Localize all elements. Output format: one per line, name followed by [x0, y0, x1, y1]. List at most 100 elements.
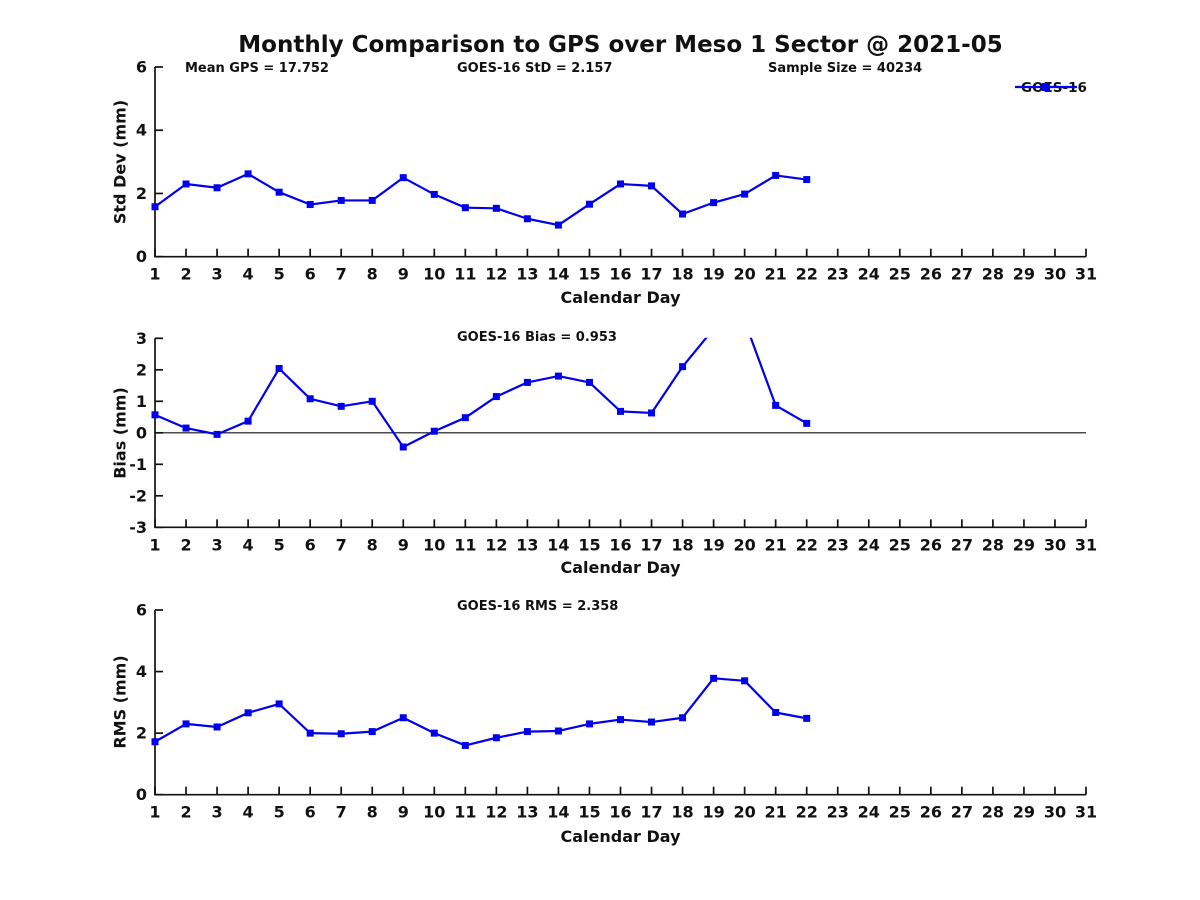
- data-point-marker: [213, 430, 221, 438]
- data-point-marker: [648, 718, 656, 726]
- x-tick-label: 31: [1075, 535, 1097, 554]
- y-tick-label: 6: [136, 58, 147, 77]
- data-point-marker: [523, 728, 531, 736]
- x-tick-label: 15: [578, 535, 600, 554]
- y-axis-label-bias: Bias (mm): [110, 387, 130, 479]
- annotation-goes16-rms: GOES-16 RMS = 2.358: [457, 599, 619, 614]
- x-tick-label: 10: [423, 535, 445, 554]
- x-tick-label: 10: [423, 803, 445, 822]
- data-point-marker: [617, 180, 624, 188]
- x-tick-label: 23: [827, 535, 849, 554]
- data-point-marker: [554, 372, 562, 380]
- y-tick-label: 0: [136, 785, 147, 804]
- data-point-marker: [523, 378, 531, 386]
- data-point-marker: [337, 196, 345, 204]
- x-tick-label: 15: [578, 803, 600, 822]
- x-tick-label: 18: [671, 265, 693, 284]
- x-tick-label: 5: [274, 803, 285, 822]
- data-point-marker: [275, 188, 283, 196]
- x-tick-label: 20: [734, 803, 756, 822]
- x-tick-label: 18: [671, 535, 693, 554]
- x-axis-label-std-dev: Calendar Day: [560, 288, 681, 307]
- data-point-marker: [244, 417, 252, 425]
- data-point-marker: [213, 184, 221, 192]
- y-axis-label-rms: RMS (mm): [110, 655, 130, 749]
- x-tick-label: 21: [765, 535, 787, 554]
- x-tick-label: 2: [180, 265, 191, 284]
- data-point-marker: [275, 700, 283, 708]
- x-tick-label: 19: [702, 535, 724, 554]
- data-point-marker: [803, 419, 811, 427]
- y-tick-label: 2: [136, 360, 147, 379]
- x-tick-label: 23: [827, 265, 849, 284]
- x-tick-label: 11: [454, 265, 476, 284]
- x-tick-label: 25: [889, 535, 911, 554]
- y-tick-label: 0: [136, 423, 147, 442]
- legend: GOES-16: [1014, 80, 1087, 96]
- chart-title: Monthly Comparison to GPS over Meso 1 Se…: [238, 32, 1003, 58]
- annotation-sample-size: Sample Size = 40234: [768, 61, 923, 76]
- data-point-marker: [741, 677, 749, 685]
- x-tick-label: 13: [516, 535, 538, 554]
- x-tick-label: 4: [243, 535, 254, 554]
- data-point-marker: [679, 363, 687, 371]
- y-tick-label: 4: [136, 662, 147, 681]
- data-point-marker: [523, 215, 531, 223]
- x-tick-label: 30: [1044, 803, 1066, 822]
- x-tick-label: 19: [702, 803, 724, 822]
- x-tick-label: 24: [858, 803, 880, 822]
- x-tick-label: 28: [982, 535, 1004, 554]
- x-tick-label: 17: [640, 265, 662, 284]
- x-tick-label: 22: [796, 803, 818, 822]
- x-tick-label: 9: [398, 803, 409, 822]
- x-tick-label: 12: [485, 803, 507, 822]
- data-point-marker: [182, 180, 190, 188]
- data-point-marker: [151, 203, 159, 211]
- x-tick-label: 3: [211, 535, 222, 554]
- y-tick-label: 4: [136, 121, 147, 140]
- data-point-marker: [368, 397, 376, 405]
- data-point-marker: [648, 409, 656, 417]
- data-point-marker: [275, 365, 283, 373]
- x-tick-label: 22: [796, 535, 818, 554]
- x-tick-label: 27: [951, 803, 973, 822]
- x-tick-label: 7: [336, 535, 347, 554]
- x-tick-label: 26: [920, 535, 942, 554]
- x-tick-label: 29: [1013, 535, 1035, 554]
- legend-line-sample: [1015, 83, 1077, 91]
- y-tick-label: 2: [136, 724, 147, 743]
- x-tick-label: 20: [734, 535, 756, 554]
- data-point-marker: [368, 196, 376, 204]
- x-tick-label: 7: [336, 265, 347, 284]
- y-axis-label-std-dev: Std Dev (mm): [110, 99, 130, 225]
- data-point-marker: [679, 210, 687, 218]
- x-tick-label: 7: [336, 803, 347, 822]
- data-point-marker: [772, 401, 780, 409]
- data-point-marker: [182, 424, 190, 432]
- data-point-marker: [648, 182, 656, 190]
- x-tick-label: 24: [858, 265, 880, 284]
- x-tick-label: 9: [398, 535, 409, 554]
- x-tick-label: 8: [367, 265, 378, 284]
- x-tick-label: 5: [274, 265, 285, 284]
- data-point-marker: [399, 714, 407, 722]
- data-line-goes-16: [154, 677, 807, 747]
- x-tick-label: 26: [920, 803, 942, 822]
- data-point-marker: [803, 176, 811, 184]
- y-tick-label: 6: [136, 601, 147, 620]
- data-point-marker: [461, 204, 469, 212]
- data-point-marker: [306, 201, 314, 209]
- x-tick-label: 19: [702, 265, 724, 284]
- data-point-marker: [182, 720, 190, 728]
- x-tick-label: 29: [1013, 803, 1035, 822]
- x-tick-label: 11: [454, 535, 476, 554]
- y-tick-label: -3: [129, 518, 147, 537]
- x-tick-label: 16: [609, 535, 631, 554]
- x-tick-label: 22: [796, 265, 818, 284]
- x-tick-label: 14: [547, 265, 569, 284]
- data-point-marker: [492, 734, 500, 742]
- x-tick-label: 1: [149, 535, 160, 554]
- legend-square-marker-icon: [1042, 83, 1050, 91]
- data-point-marker: [710, 325, 717, 332]
